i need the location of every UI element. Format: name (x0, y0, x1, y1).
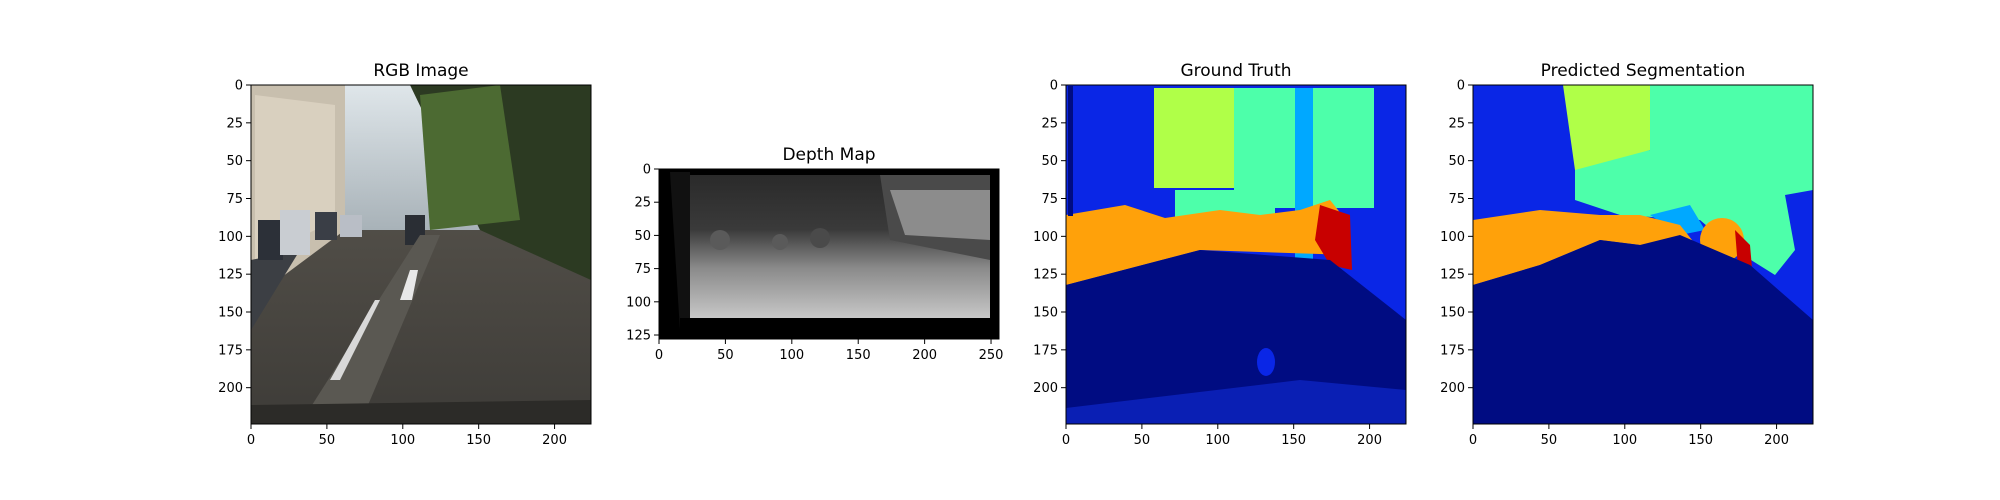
y-tick-label: 75 (226, 192, 243, 207)
axes-depth-map: 0 50 100 150 200 250 0 25 50 75 100 125 (626, 163, 1003, 364)
x-tick-label: 250 (979, 348, 1004, 363)
x-tick-label: 150 (1688, 433, 1713, 448)
y-tick-label: 200 (1440, 381, 1465, 396)
y-tick-label: 25 (1448, 116, 1465, 131)
y-tick-label: 0 (1457, 79, 1465, 94)
panel-title: Predicted Segmentation (1541, 61, 1746, 81)
axes-predicted-segmentation: 0 50 100 150 200 0 25 50 75 100 125 150 175 200 (1440, 79, 1789, 449)
x-tick-label: 100 (779, 348, 804, 363)
x-tick-label: 50 (319, 433, 336, 448)
x-tick-label: 150 (1281, 433, 1306, 448)
y-tick-label: 125 (1440, 268, 1465, 283)
panel-depth-map: Depth Map (658, 145, 1000, 340)
axes-rgb-image: 0 50 100 150 200 0 25 50 75 100 125 150 175 200 (218, 79, 567, 449)
x-tick-label: 150 (846, 348, 871, 363)
y-tick-label: 75 (1448, 192, 1465, 207)
x-tick-label: 0 (247, 433, 255, 448)
y-tick-label: 100 (218, 230, 243, 245)
y-tick-label: 175 (1440, 343, 1465, 358)
y-tick-label: 150 (218, 306, 243, 321)
x-tick-label: 50 (1134, 433, 1151, 448)
x-tick-label: 200 (1357, 433, 1382, 448)
panel-rgb-image: RGB Image (250, 61, 592, 425)
y-tick-label: 100 (1033, 230, 1058, 245)
y-tick-label: 25 (226, 116, 243, 131)
y-tick-label: 50 (634, 229, 651, 244)
y-tick-label: 50 (226, 154, 243, 169)
panel-predicted-segmentation: Predicted Segmentation (1472, 61, 1814, 425)
y-tick-label: 175 (218, 343, 243, 358)
ground-truth-content (1066, 85, 1406, 424)
y-tick-label: 175 (1033, 343, 1058, 358)
y-tick-label: 100 (626, 295, 651, 310)
y-tick-label: 150 (1033, 306, 1058, 321)
panel-title: Depth Map (782, 145, 875, 165)
y-tick-label: 0 (643, 163, 651, 178)
rgb-image-content (251, 85, 591, 424)
y-tick-label: 100 (1440, 230, 1465, 245)
y-tick-label: 50 (1041, 154, 1058, 169)
y-tick-label: 75 (634, 262, 651, 277)
y-tick-label: 75 (1041, 192, 1058, 207)
axes-layer: 0 50 100 150 200 0 25 50 75 100 125 150 175 200 0 50 100… (218, 79, 1789, 449)
depth-map-content (659, 169, 999, 339)
y-tick-label: 0 (235, 79, 243, 94)
x-tick-label: 200 (542, 433, 567, 448)
panel-title: Ground Truth (1180, 61, 1291, 81)
panel-title: RGB Image (373, 61, 468, 81)
x-tick-label: 50 (717, 348, 734, 363)
x-tick-label: 100 (1612, 433, 1637, 448)
y-tick-label: 150 (1440, 306, 1465, 321)
x-tick-label: 100 (390, 433, 415, 448)
x-tick-label: 0 (1062, 433, 1070, 448)
x-tick-label: 200 (1764, 433, 1789, 448)
y-tick-label: 125 (1033, 268, 1058, 283)
x-tick-label: 50 (1541, 433, 1558, 448)
x-tick-label: 100 (1205, 433, 1230, 448)
y-tick-label: 200 (1033, 381, 1058, 396)
y-tick-label: 125 (218, 268, 243, 283)
panel-ground-truth: Ground Truth (1065, 61, 1407, 425)
y-tick-label: 0 (1050, 79, 1058, 94)
axes-ground-truth: 0 50 100 150 200 0 25 50 75 100 125 150 175 200 (1033, 79, 1382, 449)
x-tick-label: 0 (655, 348, 663, 363)
y-tick-label: 25 (1041, 116, 1058, 131)
x-tick-label: 150 (466, 433, 491, 448)
y-tick-label: 125 (626, 329, 651, 344)
predicted-segmentation-content (1473, 85, 1813, 424)
y-tick-label: 25 (634, 196, 651, 211)
y-tick-label: 50 (1448, 154, 1465, 169)
y-tick-label: 200 (218, 381, 243, 396)
x-tick-label: 200 (912, 348, 937, 363)
x-tick-label: 0 (1469, 433, 1477, 448)
